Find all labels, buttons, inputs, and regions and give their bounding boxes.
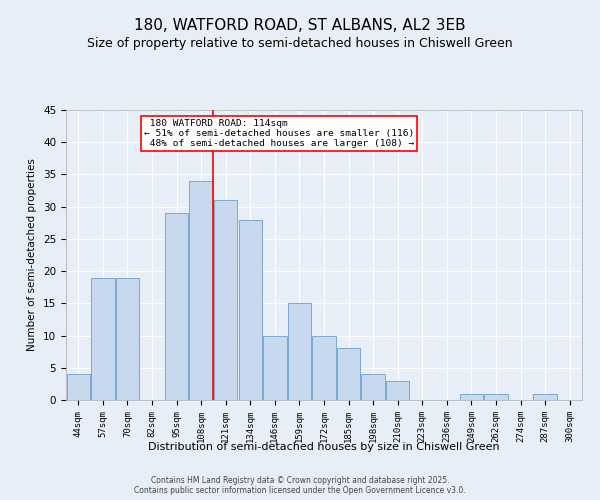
Bar (386, 380, 409, 400)
Text: Contains HM Land Registry data © Crown copyright and database right 2025.
Contai: Contains HM Land Registry data © Crown c… (134, 476, 466, 495)
Bar (533, 394, 557, 400)
Text: 180, WATFORD ROAD, ST ALBANS, AL2 3EB: 180, WATFORD ROAD, ST ALBANS, AL2 3EB (134, 18, 466, 32)
Text: 180 WATFORD ROAD: 114sqm
← 51% of semi-detached houses are smaller (116)
 48% of: 180 WATFORD ROAD: 114sqm ← 51% of semi-d… (144, 118, 414, 148)
Bar (337, 348, 360, 400)
Text: Size of property relative to semi-detached houses in Chiswell Green: Size of property relative to semi-detach… (87, 38, 513, 51)
Bar (313, 336, 335, 400)
Bar (239, 220, 262, 400)
Bar (361, 374, 385, 400)
Bar (460, 394, 483, 400)
Bar (165, 213, 188, 400)
Y-axis label: Number of semi-detached properties: Number of semi-detached properties (28, 158, 37, 352)
Text: Distribution of semi-detached houses by size in Chiswell Green: Distribution of semi-detached houses by … (148, 442, 500, 452)
Bar (484, 394, 508, 400)
Bar (263, 336, 287, 400)
Bar (214, 200, 238, 400)
Bar (67, 374, 90, 400)
Bar (91, 278, 115, 400)
Bar (116, 278, 139, 400)
Bar (288, 304, 311, 400)
Bar (190, 181, 213, 400)
